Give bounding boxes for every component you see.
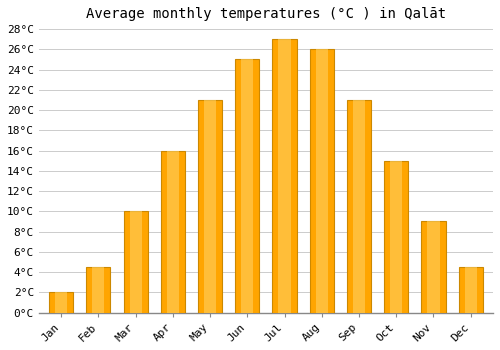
Bar <box>55 292 67 313</box>
Bar <box>464 267 477 313</box>
Bar <box>422 222 446 313</box>
Bar <box>353 100 365 313</box>
Bar <box>347 100 371 313</box>
Bar <box>235 60 260 313</box>
Bar <box>278 39 290 313</box>
Bar <box>316 49 328 313</box>
Bar <box>49 292 73 313</box>
Bar <box>458 267 483 313</box>
Bar <box>124 211 148 313</box>
Bar <box>428 222 440 313</box>
Title: Average monthly temperatures (°C ) in Qalāt: Average monthly temperatures (°C ) in Qa… <box>86 7 446 21</box>
Bar <box>160 150 185 313</box>
Bar <box>130 211 141 313</box>
Bar <box>310 49 334 313</box>
Bar <box>92 267 104 313</box>
Bar <box>384 161 408 313</box>
Bar <box>390 161 402 313</box>
Bar <box>86 267 110 313</box>
Bar <box>198 100 222 313</box>
Bar <box>167 150 179 313</box>
Bar <box>242 60 254 313</box>
Bar <box>204 100 216 313</box>
Bar <box>272 39 296 313</box>
